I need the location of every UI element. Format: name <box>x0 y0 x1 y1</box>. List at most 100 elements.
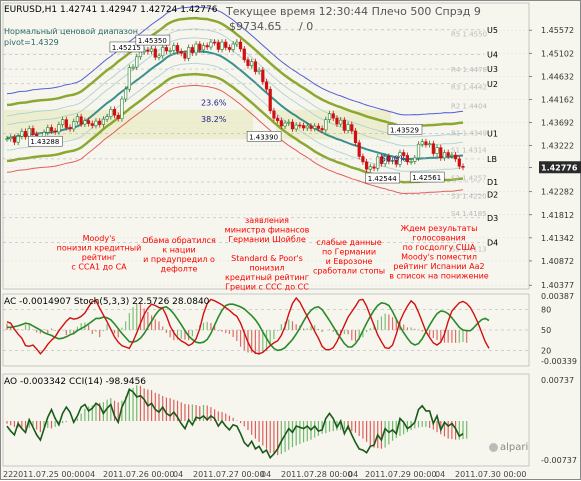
candle-body <box>86 120 91 124</box>
time-axis-label: 22 <box>3 470 13 479</box>
news-annotation-line: министра финансов <box>225 226 310 235</box>
news-annotation-line: к нации <box>162 246 195 255</box>
news-annotation-line: по госдолгу США <box>403 243 476 252</box>
level-label-d4: D4 <box>487 238 498 247</box>
candle-body <box>149 48 154 52</box>
stoch-signal-line <box>7 301 490 352</box>
price-tick-label: 1.45572 <box>541 26 574 35</box>
candle-body <box>23 131 28 138</box>
ao-axis-label: 0.00737 <box>541 376 574 385</box>
news-annotation-line: по Германии <box>322 248 376 257</box>
ao-panel-title: AO -0.003342 CCI(14) -98.9456 <box>4 377 147 387</box>
candle-body <box>53 130 57 133</box>
alpari-logo: alpari <box>489 442 528 453</box>
candle-body <box>287 121 291 124</box>
candle-body <box>405 155 409 163</box>
ac-axis-label: 0.00387 <box>541 292 574 301</box>
candle-body <box>290 121 295 130</box>
candle-body <box>453 154 458 160</box>
level-label-d3: D3 <box>487 214 498 223</box>
candle-body <box>390 160 395 162</box>
candle-body <box>72 121 76 130</box>
level-label-lb: LB <box>487 155 497 164</box>
candle-body <box>424 141 428 145</box>
candle-body <box>376 156 380 169</box>
candle-body <box>179 51 183 54</box>
candle-body <box>190 47 194 54</box>
news-annotation-line: кредитный рейтинг <box>225 273 309 282</box>
channel-curve <box>6 84 464 195</box>
candle-body <box>175 45 180 52</box>
price-tick-label: 1.44162 <box>541 95 574 104</box>
news-annotation-line: заявления <box>245 216 289 225</box>
candle-body <box>209 41 213 48</box>
candle-body <box>216 42 220 50</box>
main-panel-frame <box>2 2 530 290</box>
news-annotation-line: Moody's <box>83 234 116 243</box>
level-label-u5: U5 <box>487 26 498 35</box>
candle-body <box>298 124 302 127</box>
candle-body <box>409 161 413 163</box>
candle-body <box>346 124 350 131</box>
ao-panel-frame <box>2 373 530 467</box>
news-annotation-line: дефолте <box>161 265 198 274</box>
candle-body <box>402 152 406 156</box>
channel-curve <box>6 49 464 161</box>
candle-body <box>457 158 461 167</box>
time-axis-label: 2011.07.26 00:00 <box>103 470 174 479</box>
candle-body <box>146 49 150 52</box>
candle-body <box>213 41 217 44</box>
news-annotation-line: понизил <box>249 264 284 273</box>
candle-body <box>431 143 435 154</box>
candle-body <box>294 124 298 130</box>
account-balance: $9734.65 / 0 <box>229 20 313 33</box>
news-annotation-line: понизил кредитный <box>57 244 142 253</box>
candle-body <box>224 41 228 48</box>
candle-body <box>201 45 206 51</box>
time-axis-label: 04 <box>435 470 445 479</box>
time-axis-label: 2011.07.25 00:00 <box>13 470 84 479</box>
candle-body <box>450 154 454 157</box>
time-axis-label: 04 <box>261 470 271 479</box>
channel-curve <box>6 6 464 116</box>
candle-body <box>68 127 72 130</box>
pivot-label-r5: R5 1.4550 <box>451 31 487 39</box>
candle-body <box>83 120 87 125</box>
candle-body <box>309 125 313 129</box>
ac-axis-label: 20 <box>541 346 551 355</box>
level-label-d2: D2 <box>487 191 498 200</box>
pivot-label-r1: R1 1.4349 <box>451 129 487 137</box>
ac-axis-label: 80 <box>541 306 551 315</box>
alpari-logo-text: alpari <box>500 442 529 453</box>
balance-suffix: / 0 <box>299 20 314 33</box>
candle-body <box>124 88 128 100</box>
candle-body <box>194 43 198 54</box>
time-axis-label: 04 <box>85 470 95 479</box>
candle-body <box>442 152 447 159</box>
candle-body <box>279 120 283 127</box>
ac-panel-title: AC -0.0014907 Stoch(5,3,3) 22.5726 28.08… <box>4 297 210 307</box>
news-annotation-line: в список на понижение <box>389 272 489 281</box>
time-axis-label: 2011.07.29 00:00 <box>365 470 436 479</box>
candle-body <box>135 56 139 68</box>
candle-body <box>138 51 143 58</box>
candle-body <box>9 137 13 140</box>
pivot-label-r4: R4 1.4478 <box>451 66 487 74</box>
candle-body <box>131 66 135 69</box>
time-axis-label: 2011.07.28 00:00 <box>281 470 352 479</box>
candle-body <box>461 165 465 168</box>
channel-label: Нормальный ценовой диапазон <box>4 27 139 36</box>
candle-body <box>361 156 365 163</box>
candle-body <box>439 147 443 159</box>
price-callout-label: 1.45215 <box>112 44 141 52</box>
price-callout-label: 1.43390 <box>249 133 278 141</box>
price-tick-label: 1.42282 <box>541 188 574 197</box>
candle-body <box>242 48 246 61</box>
candle-body <box>428 143 432 145</box>
candle-body <box>16 136 20 143</box>
price-tick-label: 1.41342 <box>541 234 574 243</box>
